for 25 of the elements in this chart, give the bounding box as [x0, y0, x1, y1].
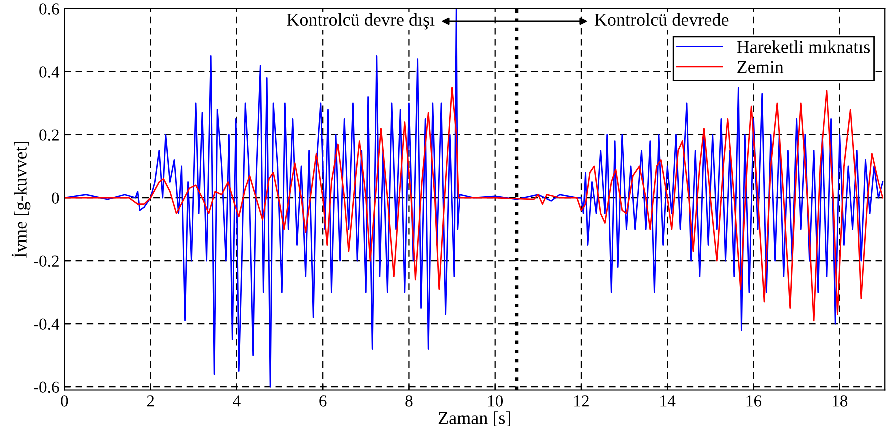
x-tick-label: 12	[574, 396, 589, 407]
y-tick-label: 0	[52, 192, 60, 204]
x-tick-label: 4	[233, 396, 241, 407]
x-tick-label: 8	[406, 396, 413, 407]
y-tick-label: -0.4	[34, 318, 60, 330]
line-series	[64, 8, 884, 388]
y-tick-label: -0.6	[34, 382, 60, 394]
x-axis-title: Zaman [s]	[438, 412, 510, 427]
y-tick-label: 0.4	[40, 66, 60, 78]
annotation: Kontrolcü devre dışı	[287, 13, 435, 30]
line-series	[64, 87, 884, 322]
x-tick-label: 2	[147, 396, 154, 407]
x-tick-label: 10	[488, 396, 504, 407]
legend-label: Hareketli mıknatıs	[737, 40, 870, 54]
x-tick-label: 0	[61, 396, 68, 407]
y-tick-label: 0.6	[40, 4, 60, 15]
y-tick-label: -0.2	[34, 256, 59, 268]
y-tick-label: 0.2	[40, 130, 59, 141]
y-axis-title: İvme [g-kuvvet]	[12, 142, 31, 258]
legend-label: Zemin	[738, 61, 784, 74]
x-tick-label: 16	[746, 396, 762, 407]
x-tick-label: 6	[320, 396, 327, 407]
x-tick-label: 14	[660, 396, 676, 407]
x-tick-label: 18	[833, 396, 848, 407]
annotation: Kontrolcü devrede	[594, 13, 729, 26]
